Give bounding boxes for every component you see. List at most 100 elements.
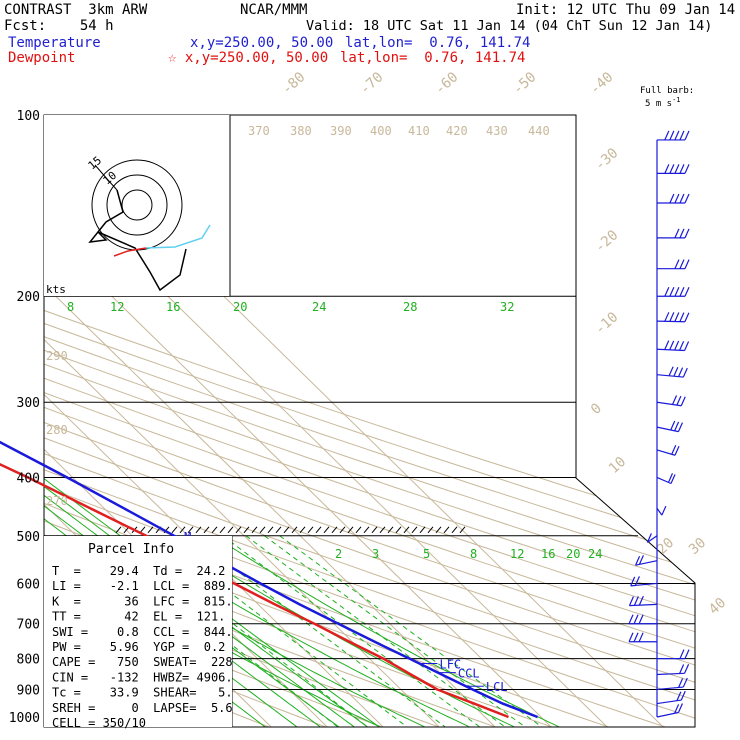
wind-barb-flag — [628, 596, 634, 606]
wind-barb — [656, 340, 690, 352]
dry-adiabat-line — [44, 115, 695, 727]
freezing-tick — [219, 526, 226, 534]
wind-barb-flag — [638, 555, 644, 565]
wind-barb-flag — [682, 677, 688, 688]
wind-barb — [628, 632, 657, 643]
freezing-tick — [171, 526, 178, 534]
isotherm-label: -10 — [592, 309, 622, 338]
wind-barb-flag — [680, 396, 686, 406]
hodograph-unit: kts — [46, 283, 66, 296]
wind-barb-flag — [678, 367, 684, 377]
dry-adiabat-line — [44, 115, 444, 727]
hodograph-trace-upper — [94, 164, 118, 191]
parcel-info-row: SREH = 0 LAPSE= 5.6 — [52, 701, 233, 715]
wind-barb-flag — [680, 690, 686, 701]
wind-barb-flag — [638, 614, 644, 624]
mixing-ratio-label: 28 — [403, 300, 417, 314]
wind-barb-flag — [674, 259, 680, 269]
wind-barb-flag — [684, 664, 690, 674]
theta-label: 400 — [370, 124, 392, 138]
wind-barb — [656, 664, 690, 676]
pressure-tick-label: 300 — [17, 396, 40, 411]
mixing-ratio-label: 16 — [166, 300, 180, 314]
hodograph-trace-low — [113, 247, 147, 257]
hodograph-clipped — [44, 115, 230, 296]
wind-barb-flag — [671, 395, 678, 405]
freezing-tick — [355, 526, 362, 534]
wind-barb-flag — [674, 312, 680, 322]
freezing-tick — [179, 526, 186, 534]
wind-barb-flag — [674, 421, 680, 432]
freezing-tick — [147, 526, 154, 534]
wind-barb-flag — [679, 193, 685, 204]
theta-label: 280 — [46, 423, 68, 437]
wind-barb-flag — [679, 664, 685, 674]
wind-barb-flag — [673, 366, 679, 377]
pressure-tick-label: 400 — [17, 471, 40, 486]
mixing-ratio-label: 12 — [110, 300, 124, 314]
wind-barb — [657, 228, 690, 239]
wind-barb-flag — [674, 446, 680, 456]
dewpoint-legend-xy: ☆ x,y=250.00, 50.00 — [168, 50, 329, 66]
center-name: NCAR/MMM — [240, 2, 308, 18]
freezing-tick — [195, 526, 202, 534]
parcel-info-row: CELL = 350/10 — [52, 716, 146, 730]
wind-barb-flag — [674, 193, 680, 204]
wind-barb-flag — [679, 130, 685, 141]
freezing-tick — [427, 526, 434, 534]
parcel-info-row: Tc = 33.9 SHEAR= 5. — [52, 686, 233, 700]
moist-adiabat-line — [232, 535, 566, 727]
dewpoint-legend-latlon: lat,lon= 0.76, 141.74 — [340, 50, 526, 66]
wind-barb-flag — [669, 312, 675, 322]
dry-adiabat-line — [44, 115, 695, 727]
pressure-tick-label: 500 — [17, 530, 40, 545]
pressure-tick-label: 700 — [17, 618, 40, 633]
theta-label: 380 — [290, 124, 312, 138]
wind-barb — [657, 130, 690, 141]
theta-label: 430 — [486, 124, 508, 138]
wind-barb-flag — [635, 555, 641, 566]
freezing-tick — [267, 526, 274, 534]
freezing-tick — [435, 526, 442, 534]
isotherm-label: -40 — [587, 69, 617, 98]
wind-barb — [656, 677, 688, 691]
freezing-tick — [235, 526, 242, 534]
freezing-tick — [315, 526, 322, 534]
wind-barb — [628, 595, 658, 607]
wind-barb-flag — [664, 340, 670, 350]
isotherm-label: 30 — [686, 535, 709, 558]
level-label: LCL — [486, 680, 508, 694]
hodograph-background — [44, 115, 230, 296]
mixing-ratio-dashed-line — [264, 535, 530, 727]
wind-barb — [656, 703, 683, 718]
theta-label: 420 — [446, 124, 468, 138]
wind-barb-flag — [638, 632, 644, 643]
freezing-tick — [299, 526, 306, 534]
wind-barb-staff — [635, 560, 658, 566]
freezing-tick — [275, 526, 282, 534]
theta-label: 440 — [528, 124, 550, 138]
moist-adiabat-line — [232, 535, 521, 727]
mixing-ratio-lower-label: 3 — [372, 547, 379, 561]
freezing-tick — [339, 526, 346, 534]
wind-barb — [630, 576, 658, 587]
wind-barb-staff — [656, 699, 682, 705]
isotherm-label: -80 — [279, 69, 309, 98]
dry-adiabat-line — [44, 115, 695, 727]
dry-adiabat-line — [44, 115, 695, 727]
wind-barb-flag — [668, 366, 674, 377]
isotherm-label: -20 — [592, 227, 622, 256]
wind-barb-staff — [656, 672, 685, 676]
wind-barb-flag — [679, 341, 685, 351]
barb-note: Full barb: — [640, 86, 695, 96]
freezing-tick — [363, 526, 370, 534]
wind-barb-flag — [684, 341, 690, 351]
wind-barb-flag — [677, 422, 683, 432]
mixing-ratio-lower-label: 20 — [566, 547, 580, 561]
wind-barb — [635, 555, 658, 566]
level-label: LFC — [439, 658, 461, 672]
parcel-box-title: Parcel Info — [88, 542, 174, 557]
theta-label: 290 — [46, 349, 68, 363]
wind-barb-flag — [684, 312, 690, 322]
